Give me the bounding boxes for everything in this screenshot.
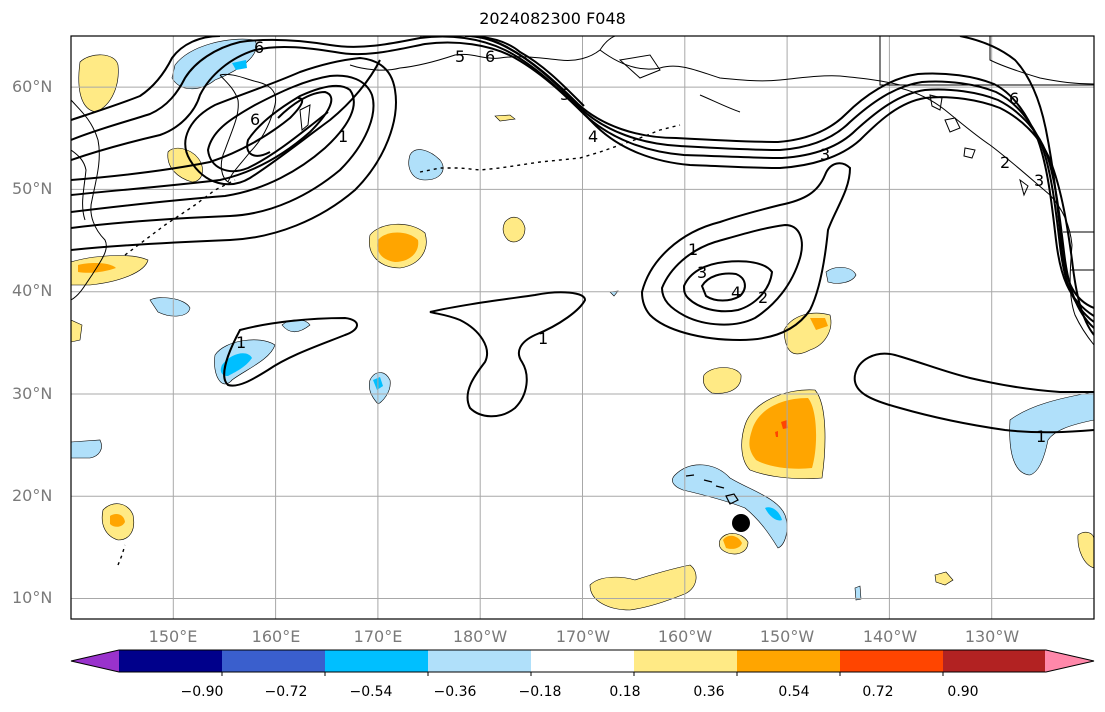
- colorbar-tick-label: −0.54: [349, 684, 393, 700]
- lat-label: 50°N: [12, 179, 53, 198]
- contour-label: 2: [758, 288, 768, 307]
- negative-anomaly-shading: [71, 38, 1094, 601]
- contour-label: 4: [588, 127, 598, 146]
- lat-label: 30°N: [12, 384, 53, 403]
- lat-label: 10°N: [12, 588, 53, 607]
- colorbar-tick-label: 0.18: [609, 684, 641, 700]
- colorbar-segment: [222, 650, 326, 672]
- colorbar-outline: [70, 649, 1095, 673]
- colorbar-tick-label: −0.72: [264, 684, 308, 700]
- colorbar: [70, 649, 1095, 676]
- island-chains: [117, 124, 681, 566]
- location-marker: [732, 514, 750, 532]
- lon-label: 170°E: [353, 627, 403, 646]
- lon-label: 160°E: [251, 627, 301, 646]
- colorbar-tick-label: −0.18: [518, 684, 562, 700]
- colorbar-tick-label: 0.72: [862, 684, 894, 700]
- lon-label: 140°W: [862, 627, 918, 646]
- colorbar-segment: [531, 650, 635, 672]
- colorbar-segment: [119, 650, 223, 672]
- colorbar-segment: [428, 650, 532, 672]
- lon-label: 130°W: [964, 627, 1020, 646]
- hawaiian-islands: [685, 474, 739, 505]
- lon-label: 150°W: [759, 627, 815, 646]
- contour-label: 5: [560, 85, 570, 104]
- strong-positive-anomaly-shading: [775, 420, 788, 437]
- contour-label: 1: [338, 127, 348, 146]
- colorbar-tick-label: −0.36: [433, 684, 477, 700]
- colorbar-segment: [840, 650, 944, 672]
- contour-label: 6: [485, 47, 495, 66]
- lat-label: 40°N: [12, 281, 53, 300]
- colorbar-extend-low: [71, 650, 120, 672]
- contour-label: 6: [250, 110, 260, 129]
- contour-label: 6: [1009, 89, 1019, 108]
- lon-label: 170°W: [555, 627, 611, 646]
- contour-label: 3: [1034, 171, 1044, 190]
- colorbar-segment: [634, 650, 738, 672]
- colorbar-segment: [737, 650, 841, 672]
- lon-label: 160°W: [657, 627, 713, 646]
- colorbar-segment: [325, 650, 429, 672]
- contour-label: 2: [1000, 153, 1010, 172]
- plot-frame: [70, 35, 1095, 620]
- colorbar-tick-label: 0.54: [778, 684, 810, 700]
- lon-label: 150°E: [148, 627, 198, 646]
- contour-label: 1: [1036, 427, 1046, 446]
- lon-label: 180°W: [452, 627, 508, 646]
- map-plot-area: [71, 36, 1094, 619]
- contour-label: 5: [455, 47, 465, 66]
- contour-label: 4: [731, 283, 741, 302]
- contour-label: 1: [688, 240, 698, 259]
- moderate-positive-anomaly-shading: [78, 232, 828, 549]
- contour-lines: [71, 36, 1094, 434]
- contour-label: 3: [820, 145, 830, 164]
- colorbar-extend-high: [1045, 650, 1094, 672]
- contour-label: 3: [697, 263, 707, 282]
- lat-label: 60°N: [12, 77, 53, 96]
- contour-label: 1: [538, 329, 548, 348]
- colorbar-tick-label: −0.90: [180, 684, 224, 700]
- contour-labels: 6 6 5 6 6 5 4 3 3 2 1 1 1 1 1 2 3 4: [236, 38, 1046, 446]
- contour-label: 6: [254, 38, 264, 57]
- lat-label: 20°N: [12, 486, 53, 505]
- contour-label: 1: [236, 333, 246, 352]
- map-title: 2024082300 F048: [479, 9, 626, 28]
- colorbar-tick-label: 0.90: [947, 684, 979, 700]
- colorbar-segment: [943, 650, 1047, 672]
- colorbar-tick-label: 0.36: [693, 684, 725, 700]
- lat-lon-grid: [71, 36, 1094, 619]
